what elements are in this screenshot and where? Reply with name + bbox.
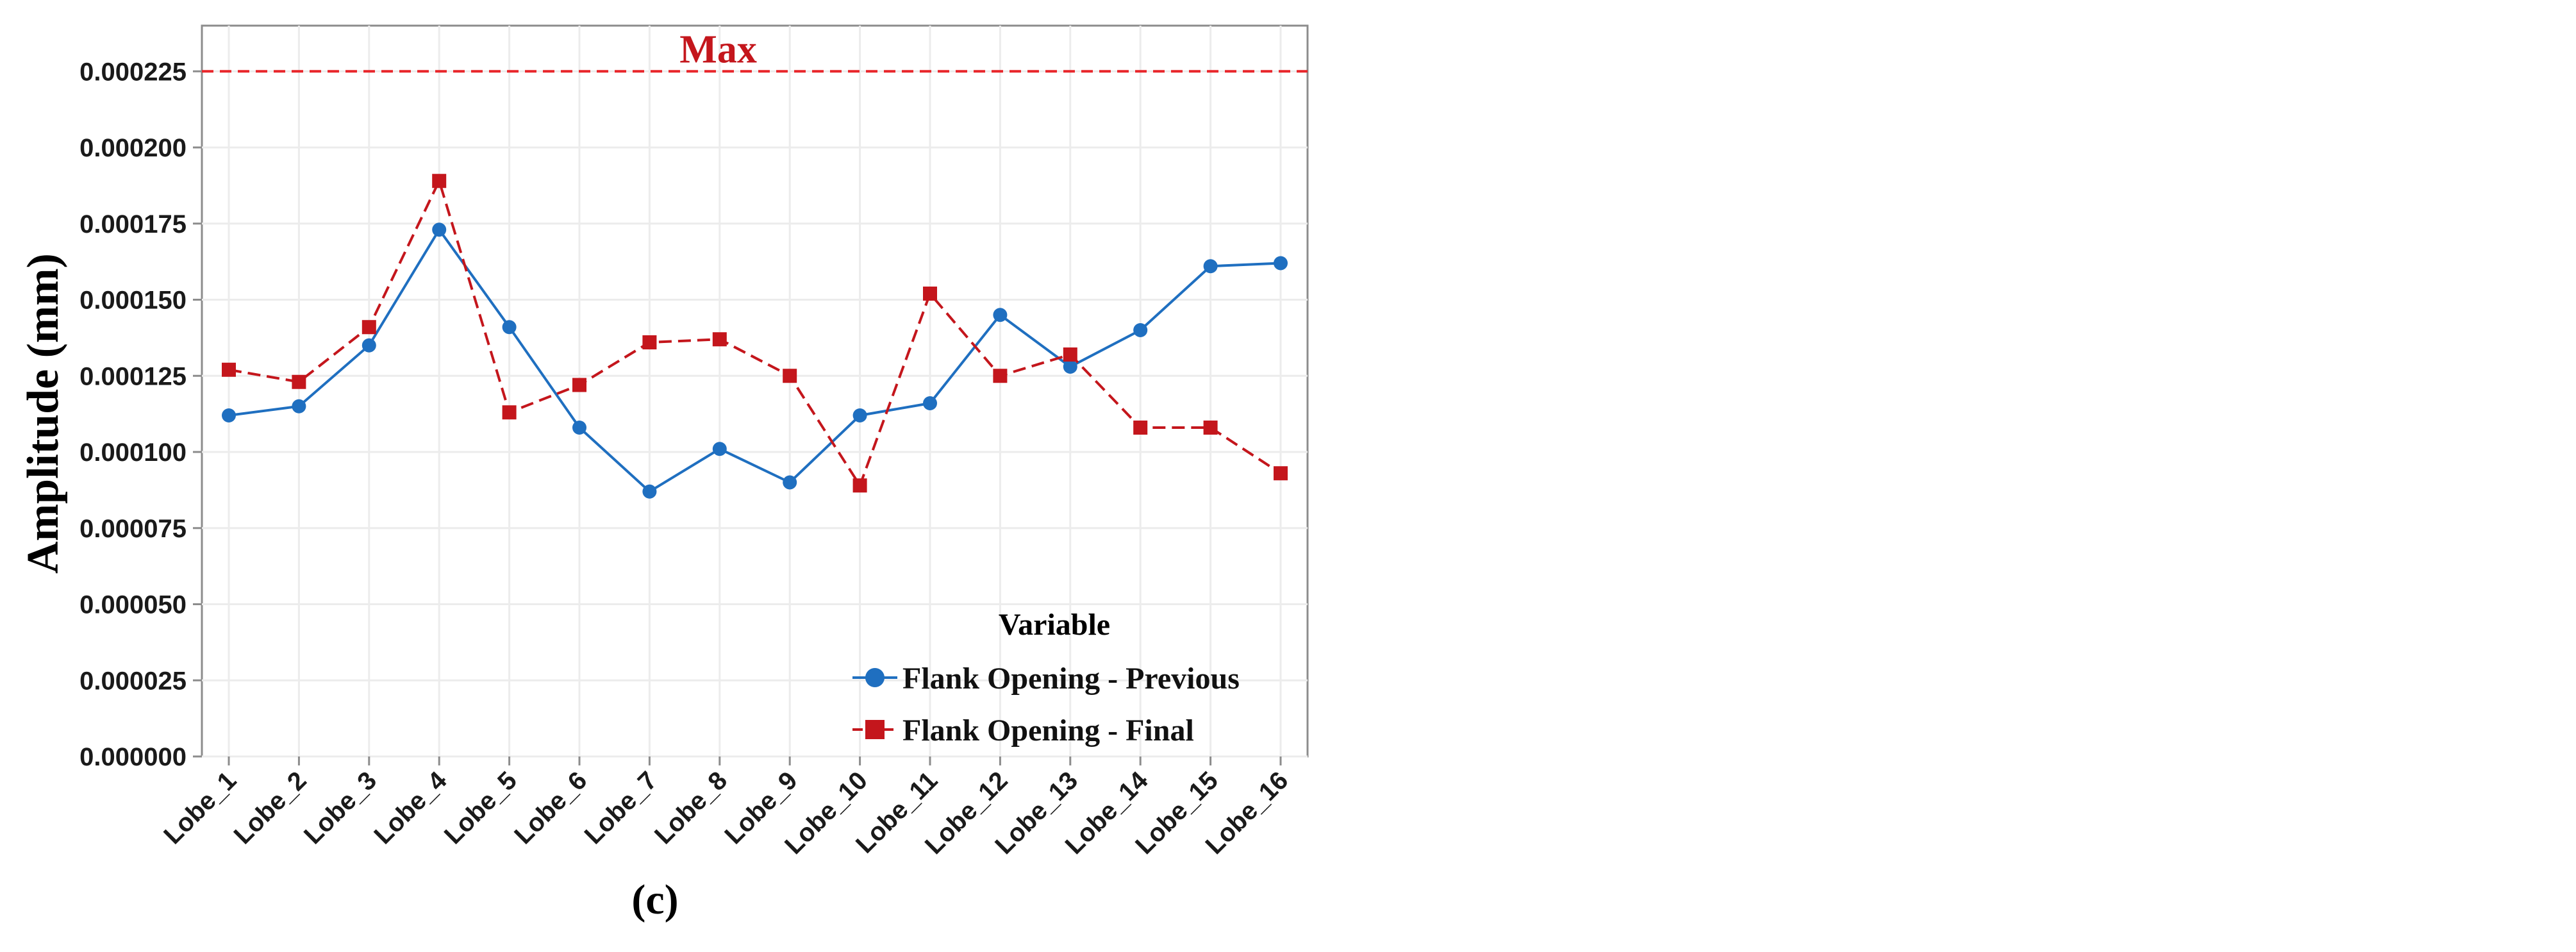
data-point bbox=[993, 369, 1008, 383]
legend-marker bbox=[865, 668, 885, 687]
x-tick-label: Lobe_8 bbox=[649, 766, 733, 849]
series-2 bbox=[222, 174, 1288, 493]
legend-label: Flank Opening - Previous bbox=[902, 662, 1240, 696]
data-point bbox=[783, 475, 797, 490]
max-reference-label: Max bbox=[679, 28, 757, 71]
data-point bbox=[572, 421, 586, 435]
x-tick-label: Lobe_5 bbox=[439, 766, 522, 849]
y-tick-label: 0.000000 bbox=[79, 743, 187, 771]
y-tick-label: 0.000225 bbox=[79, 58, 187, 86]
data-point bbox=[222, 408, 236, 422]
data-point bbox=[923, 287, 937, 301]
data-point bbox=[712, 442, 727, 456]
data-point bbox=[222, 362, 236, 377]
data-point bbox=[361, 338, 376, 353]
x-tick-label: Lobe_6 bbox=[509, 766, 592, 849]
panel-label: (c) bbox=[631, 876, 678, 923]
y-tick-label: 0.000025 bbox=[79, 667, 187, 695]
data-point bbox=[1203, 421, 1218, 435]
reference-line-group: Max bbox=[202, 28, 1308, 73]
series-1 bbox=[222, 222, 1288, 499]
legend-title: Variable bbox=[999, 608, 1110, 642]
y-tick-label: 0.000075 bbox=[79, 515, 187, 543]
y-tick-label: 0.000125 bbox=[79, 362, 187, 390]
x-tick-label: Lobe_7 bbox=[579, 766, 663, 849]
y-tick-label: 0.000200 bbox=[79, 134, 187, 162]
x-tick-label: Lobe_3 bbox=[299, 766, 382, 849]
data-point bbox=[1063, 360, 1077, 374]
legend-items: Flank Opening - Previous Flank Opening - … bbox=[852, 662, 1240, 747]
series-line bbox=[228, 227, 1281, 494]
data-point bbox=[432, 174, 447, 188]
data-point bbox=[993, 308, 1008, 322]
data-point bbox=[502, 320, 517, 335]
data-point bbox=[1274, 256, 1288, 271]
y-tick-label: 0.000175 bbox=[79, 210, 187, 238]
legend-item: Flank Opening - Previous bbox=[852, 662, 1240, 696]
data-point bbox=[1133, 421, 1148, 435]
x-tick-label: Lobe_2 bbox=[229, 766, 312, 849]
y-axis: 0.000000 0.000025 0.000050 0.000075 0.000100… bbox=[79, 58, 202, 771]
plot-frame bbox=[201, 24, 1309, 758]
data-point bbox=[1203, 259, 1218, 274]
legend-label: Flank Opening - Final bbox=[902, 714, 1194, 747]
grid bbox=[202, 26, 1308, 758]
data-point bbox=[502, 405, 517, 420]
series-line bbox=[228, 177, 1282, 489]
data-point bbox=[852, 478, 867, 493]
x-tick-label: Lobe_4 bbox=[369, 766, 453, 850]
data-point bbox=[852, 408, 867, 422]
data-point bbox=[572, 378, 586, 392]
data-point bbox=[923, 396, 937, 410]
legend-marker bbox=[865, 720, 885, 739]
data-point bbox=[783, 369, 797, 383]
data-point bbox=[292, 374, 306, 389]
data-point bbox=[642, 335, 657, 349]
data-point bbox=[1063, 347, 1077, 362]
y-tick-label: 0.000050 bbox=[79, 591, 187, 619]
data-point bbox=[361, 320, 376, 335]
legend-item: Flank Opening - Final bbox=[852, 714, 1194, 747]
data-point bbox=[432, 222, 447, 237]
data-point bbox=[712, 332, 727, 347]
y-axis-title: Amplitude (mm) bbox=[19, 253, 68, 574]
x-axis: Lobe_1Lobe_2Lobe_3Lobe_4Lobe_5Lobe_6Lobe… bbox=[158, 756, 1293, 860]
data-point bbox=[1133, 323, 1148, 337]
series-group bbox=[222, 174, 1288, 499]
data-point bbox=[292, 399, 306, 413]
y-tick-label: 0.000150 bbox=[79, 287, 187, 315]
x-tick-label: Lobe_1 bbox=[158, 766, 242, 849]
y-tick-label: 0.000100 bbox=[79, 438, 187, 467]
data-point bbox=[1274, 466, 1288, 481]
data-point bbox=[642, 484, 657, 499]
